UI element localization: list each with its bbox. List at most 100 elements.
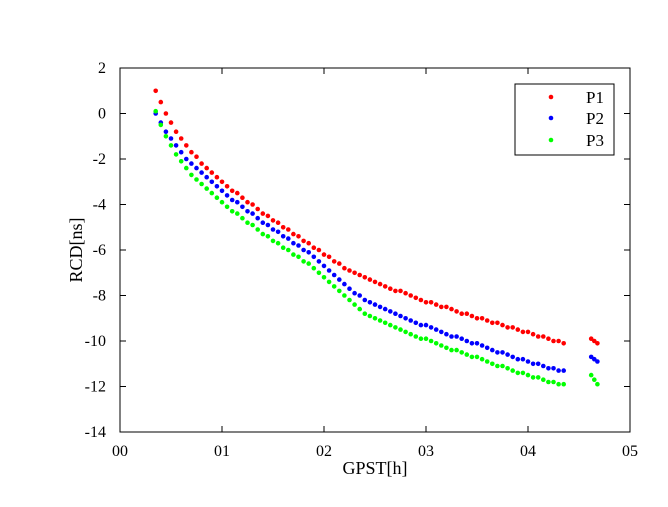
data-point-p2 <box>224 193 230 198</box>
data-point-p3 <box>296 254 301 260</box>
data-point-p2 <box>403 316 408 321</box>
data-point-p2 <box>189 161 194 166</box>
ticks-layer <box>119 67 631 433</box>
data-point-p2 <box>474 341 480 346</box>
data-point-p3 <box>173 152 179 157</box>
data-point-p2 <box>561 368 566 373</box>
data-point-p2 <box>342 281 347 287</box>
data-point-p2 <box>398 313 403 319</box>
y-tick-label: -12 <box>85 379 106 396</box>
data-point-p2 <box>464 338 470 344</box>
data-point-p1 <box>153 88 158 94</box>
data-point-p2 <box>260 220 266 225</box>
data-point-p2 <box>377 304 383 310</box>
data-point-p2 <box>500 350 505 355</box>
data-point-p1 <box>265 213 271 219</box>
data-point-p3 <box>189 172 194 178</box>
data-point-p2 <box>372 302 378 307</box>
data-point-p1 <box>245 199 250 205</box>
data-point-p2 <box>352 290 357 296</box>
data-point-p3 <box>413 334 419 339</box>
data-point-p1 <box>525 329 531 335</box>
data-point-p1 <box>423 300 429 305</box>
data-point-p2 <box>331 272 337 278</box>
data-point-p3 <box>219 199 225 205</box>
data-point-p1 <box>240 195 245 200</box>
data-point-p3 <box>194 177 199 182</box>
x-tick-label: 04 <box>520 443 536 460</box>
data-point-p3 <box>270 238 276 244</box>
data-point-p1 <box>235 190 240 196</box>
data-point-p2 <box>214 184 220 189</box>
tick-labels-layer: 00 01 02 03 04 05 2 0 -2 -4 -6 -8 -10 -12 -14 <box>85 60 638 460</box>
data-point-p2 <box>173 143 179 148</box>
data-point-p1 <box>382 284 388 289</box>
data-point-p2 <box>367 300 373 305</box>
data-point-p1 <box>433 302 439 307</box>
data-point-p1 <box>337 261 342 266</box>
data-point-p3 <box>372 316 378 321</box>
data-point-p2 <box>454 334 459 339</box>
data-point-p1 <box>311 245 317 250</box>
data-point-p1 <box>541 334 546 339</box>
data-point-p1 <box>158 99 164 105</box>
data-point-p3 <box>444 345 449 351</box>
data-point-p3 <box>541 377 546 383</box>
data-point-p3 <box>595 381 600 387</box>
data-point-p2 <box>505 352 510 357</box>
legend-marker-p3 <box>548 137 554 143</box>
data-point-p2 <box>551 366 556 371</box>
data-point-p1 <box>413 295 419 301</box>
data-point-p2 <box>449 334 454 339</box>
data-point-p1 <box>280 225 286 230</box>
data-point-p3 <box>362 311 368 317</box>
data-point-p3 <box>224 204 230 210</box>
data-point-p1 <box>301 238 306 244</box>
data-point-p3 <box>551 379 556 385</box>
data-point-p2 <box>291 240 296 246</box>
data-point-p1 <box>449 306 454 312</box>
data-point-p3 <box>449 347 454 353</box>
legend-label-p1: P1 <box>586 88 604 107</box>
data-point-p3 <box>403 329 408 335</box>
data-point-p1 <box>291 231 296 237</box>
data-point-p2 <box>362 297 368 303</box>
data-point-p1 <box>296 234 301 239</box>
y-tick-label: 2 <box>98 60 106 77</box>
data-point-p1 <box>510 325 515 330</box>
data-point-p1 <box>505 325 510 330</box>
data-point-p3 <box>408 331 414 337</box>
data-point-p1 <box>393 288 398 294</box>
data-point-p2 <box>337 277 342 282</box>
data-point-p2 <box>219 188 225 194</box>
data-point-p3 <box>382 320 388 326</box>
data-point-p3 <box>163 134 169 139</box>
legend-box <box>514 83 615 156</box>
data-point-p1 <box>546 336 551 342</box>
data-point-p1 <box>362 275 368 280</box>
data-point-p1 <box>561 341 566 346</box>
data-point-p1 <box>479 316 485 321</box>
data-point-p3 <box>546 379 551 385</box>
data-point-p1 <box>484 318 490 323</box>
data-point-p3 <box>280 245 286 250</box>
data-point-p1 <box>403 290 408 296</box>
data-point-p1 <box>418 297 424 303</box>
data-point-p2 <box>275 229 281 235</box>
data-point-p3 <box>393 325 398 330</box>
data-point-p1 <box>189 149 194 155</box>
data-point-p2 <box>286 236 291 241</box>
data-point-p1 <box>184 143 189 148</box>
data-point-p1 <box>194 154 199 159</box>
data-point-p2 <box>280 234 286 239</box>
data-point-p3 <box>367 313 373 319</box>
data-point-p3 <box>423 336 429 342</box>
data-point-p3 <box>535 375 541 380</box>
data-point-p3 <box>556 381 561 387</box>
data-point-p3 <box>301 259 306 264</box>
data-point-p2 <box>316 259 322 264</box>
data-point-p1 <box>551 338 556 344</box>
x-tick-label: 00 <box>112 443 128 460</box>
data-point-p2 <box>326 268 332 273</box>
